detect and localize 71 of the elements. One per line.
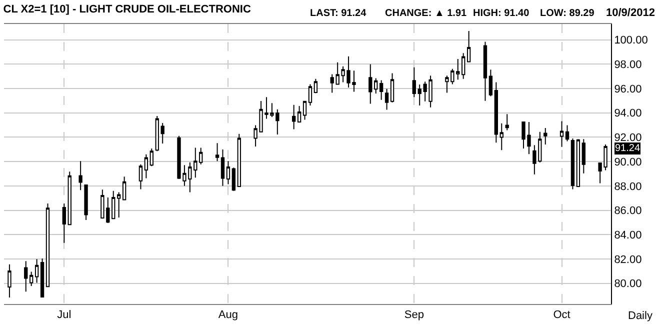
chart-title: CL X2=1 [10] - LIGHT CRUDE OIL-ELECTRONIC — [3, 4, 251, 16]
y-tick-label: 86.00 — [614, 205, 642, 218]
candlestick — [144, 154, 148, 179]
candlestick — [500, 122, 504, 151]
candlestick — [560, 120, 564, 148]
candlestick — [314, 78, 318, 94]
candlestick — [232, 167, 236, 192]
candlestick — [390, 72, 394, 103]
candlestick — [412, 66, 416, 98]
candlestick — [155, 116, 159, 152]
candlestick — [40, 258, 44, 298]
candlestick — [62, 202, 66, 244]
candlestick — [112, 190, 116, 220]
candlestick — [215, 142, 220, 162]
candlestick — [462, 52, 466, 80]
y-tick-label: 96.00 — [614, 83, 642, 96]
text: Daily — [628, 310, 653, 322]
candlestick — [292, 104, 296, 130]
candlestick — [160, 122, 164, 144]
candlestick — [68, 171, 72, 226]
candlestick — [34, 258, 39, 284]
y-tick-label: 100.00 — [614, 34, 648, 47]
y-tick-label: 80.00 — [614, 278, 642, 290]
text: HIGH: 91.40 — [473, 8, 530, 19]
candlestick — [488, 69, 493, 97]
candlestick — [483, 41, 488, 102]
candlestick — [8, 264, 12, 298]
candlestick — [308, 84, 312, 106]
candlestick — [30, 271, 34, 286]
y-tick-label: 90.00 — [614, 156, 642, 168]
text: CHANGE: ▲ 1.91 — [385, 8, 468, 19]
candlestick — [576, 138, 580, 188]
candlestick — [570, 138, 575, 190]
candlestick — [384, 88, 389, 110]
candlestick — [505, 114, 509, 131]
candlestick — [379, 80, 384, 100]
candlestick — [84, 184, 88, 220]
candlestick — [297, 106, 302, 122]
text: 10/9/2012 — [606, 7, 655, 19]
candlestick — [466, 30, 471, 62]
y-tick-label: 82.00 — [614, 254, 642, 266]
candlestick — [494, 82, 498, 144]
candlestick — [138, 164, 143, 190]
candlestick — [565, 124, 570, 142]
candlestick — [544, 127, 548, 146]
candlestick — [46, 202, 50, 288]
candlestick — [122, 176, 126, 200]
candlestick — [117, 192, 121, 218]
candlestick — [78, 160, 82, 191]
candlestick — [237, 133, 241, 188]
candlestick — [226, 160, 230, 185]
y-tick-label: 84.00 — [614, 229, 642, 242]
candlestick — [368, 64, 372, 104]
candlestick — [150, 148, 154, 167]
y-tick-label: 92.00 — [614, 132, 642, 144]
candlestick — [374, 78, 378, 94]
text: LOW: 89.29 — [540, 8, 595, 19]
candlestick — [199, 147, 203, 165]
candlestick — [582, 138, 586, 174]
candlestick — [220, 149, 225, 186]
x-tick-label: Jul — [57, 309, 72, 322]
candlestick — [24, 260, 28, 292]
text: LAST: 91.24 — [310, 8, 367, 19]
x-tick-label: Aug — [218, 309, 238, 322]
y-tick-label: 94.00 — [614, 108, 642, 120]
annotation: 91.24 — [615, 143, 640, 154]
y-tick-label: 88.00 — [614, 180, 642, 193]
x-tick-label: Sep — [404, 309, 424, 322]
x-tick-label: Oct — [553, 309, 570, 322]
y-tick-label: 98.00 — [614, 59, 642, 72]
candlestick — [302, 100, 307, 120]
